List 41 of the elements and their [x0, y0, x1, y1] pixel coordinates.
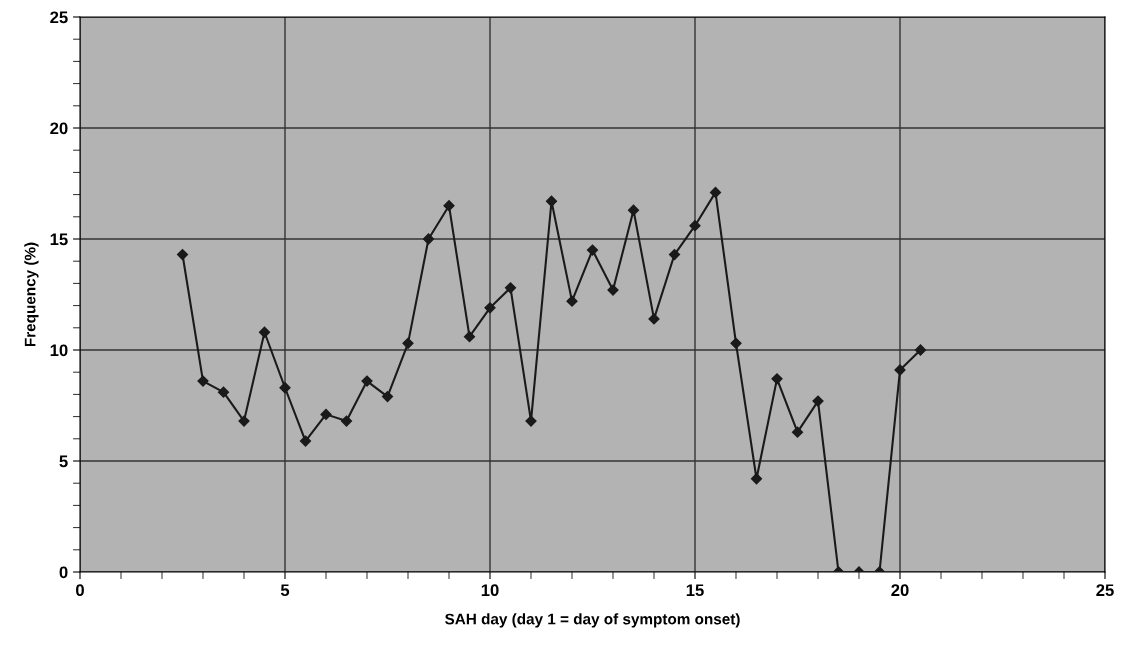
- point: [422, 233, 435, 245]
- point: [279, 382, 291, 394]
- point: [668, 248, 681, 261]
- y-tick-label: 5: [59, 455, 68, 468]
- x-tick-label: 20: [891, 584, 909, 597]
- y-tick-label: 10: [50, 344, 68, 357]
- y-tick-label: 20: [50, 122, 68, 135]
- x-tick-label: 0: [76, 584, 84, 597]
- point: [463, 331, 476, 343]
- point: [299, 435, 312, 447]
- point: [586, 244, 599, 256]
- point: [730, 337, 742, 349]
- point: [340, 415, 353, 427]
- x-tick-label: 25: [1096, 584, 1114, 597]
- x-axis-title: SAH day (day 1 = day of symptom onset): [445, 613, 740, 628]
- point: [627, 204, 640, 216]
- point: [709, 186, 722, 198]
- point: [504, 282, 517, 294]
- point: [258, 326, 271, 338]
- point: [484, 302, 496, 314]
- x-tick-label: 5: [280, 584, 290, 597]
- point: [750, 473, 763, 485]
- point: [217, 386, 230, 398]
- y-tick-label: 15: [50, 233, 68, 246]
- point: [914, 344, 927, 356]
- y-tick-label: 0: [59, 566, 68, 579]
- point: [320, 408, 332, 420]
- point: [791, 426, 804, 438]
- point: [689, 220, 701, 232]
- y-tick-label: 25: [50, 11, 68, 24]
- point: [648, 313, 660, 325]
- y-axis-title: Frequency (%): [24, 242, 39, 347]
- point: [566, 295, 578, 307]
- point: [771, 373, 783, 385]
- x-tick-label: 15: [686, 584, 704, 597]
- point: [176, 248, 189, 261]
- point: [545, 195, 558, 207]
- point: [381, 391, 394, 403]
- point: [443, 200, 455, 212]
- x-tick-label: 10: [481, 584, 499, 597]
- point: [402, 337, 414, 349]
